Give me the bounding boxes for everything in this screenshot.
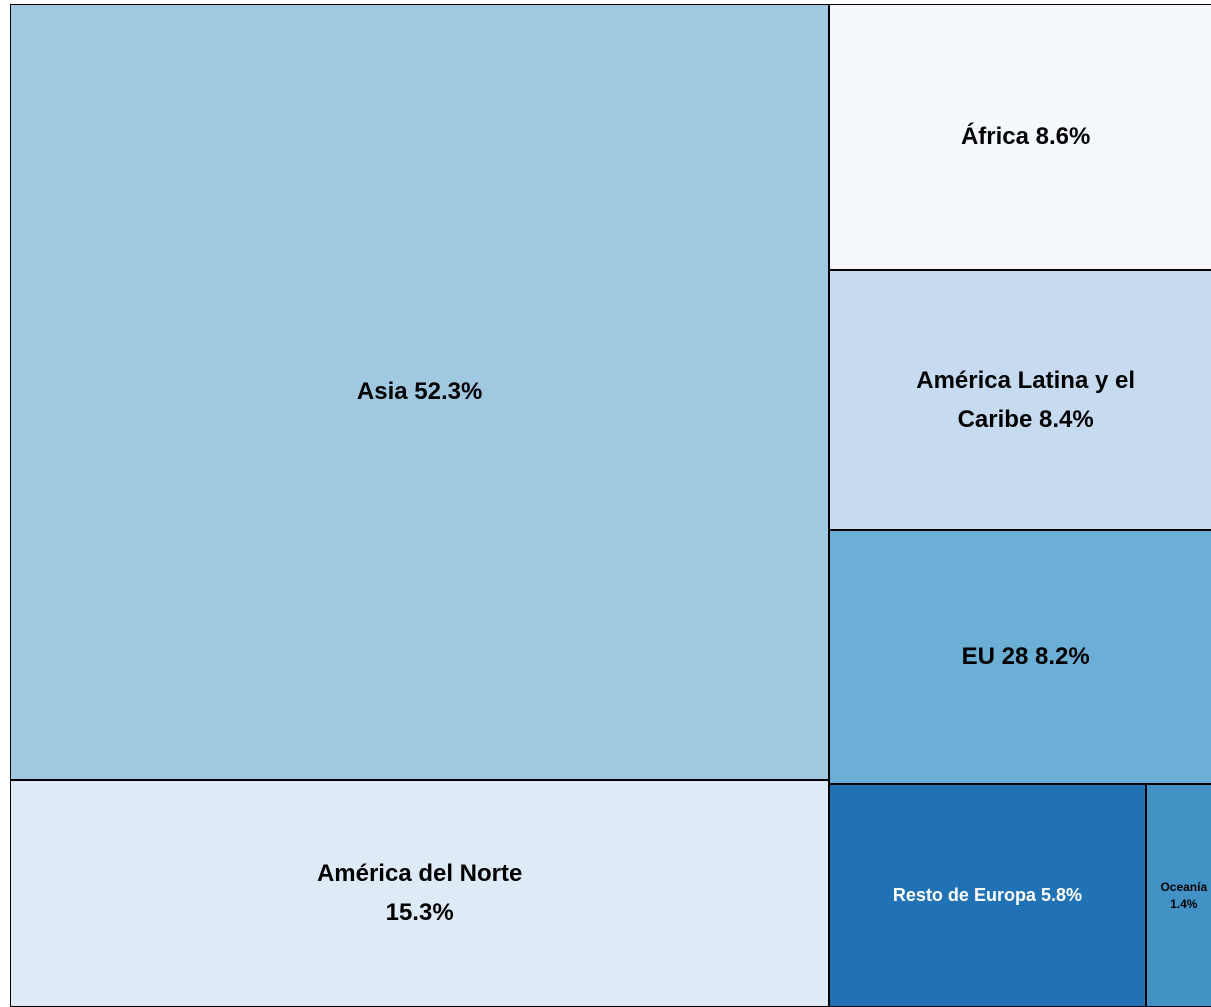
treemap-cell: EU 28 8.2% [829,530,1211,785]
cell-label: África 8.6% [961,117,1090,157]
category-name: EU 28 [961,643,1029,671]
category-name: América del Norte [316,859,523,887]
value-label: 8.6% [1035,123,1091,151]
category-name: África [960,123,1029,151]
treemap-cell: Resto de Europa 5.8% [829,784,1146,1007]
treemap-cell: África 8.6% [829,4,1211,271]
cell-label: EU 28 8.2% [962,637,1090,677]
category-name: Asia [356,378,408,406]
treemap-cell: Asia 52.3% [10,4,830,780]
treemap-cell: Oceanía 1.4% [1145,784,1211,1007]
cell-label: América Latina y el Caribe 8.4% [896,361,1156,440]
treemap: Asia 52.3% América del Norte 15.3% África … [10,4,1211,1007]
category-name: Resto de Europa [892,884,1036,905]
value-label: 1.4% [1170,896,1198,911]
value-label: 15.3% [385,899,454,927]
value-label: 8.2% [1034,643,1090,671]
category-name: Oceanía [1160,879,1208,894]
value-label: 52.3% [414,378,483,406]
category-name: América Latina y el Caribe [916,366,1136,434]
treemap-cell: América del Norte 15.3% [10,779,830,1007]
cell-label: Oceanía 1.4% [1154,879,1211,913]
cell-label: Asia 52.3% [357,372,482,412]
cell-label: Resto de Europa 5.8% [893,881,1082,911]
value-label: 5.8% [1040,884,1082,905]
cell-label: América del Norte 15.3% [290,854,550,933]
value-label: 8.4% [1038,406,1094,434]
treemap-cell: América Latina y el Caribe 8.4% [829,270,1211,531]
